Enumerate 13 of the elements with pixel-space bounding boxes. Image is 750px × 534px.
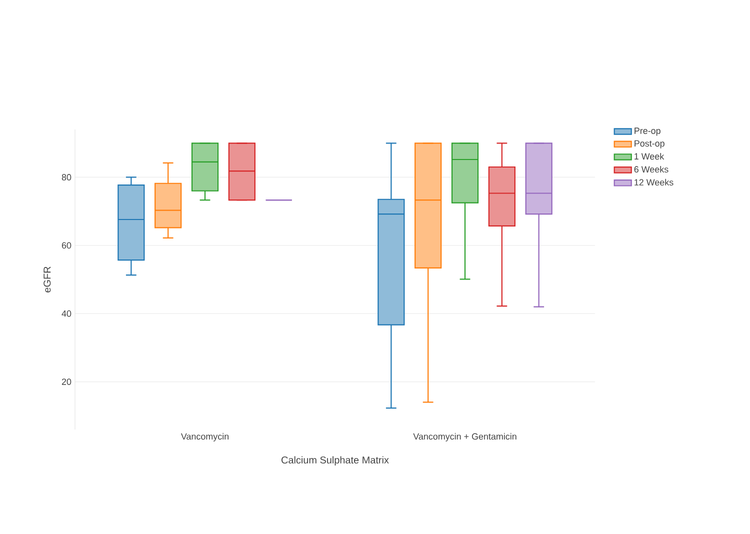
legend-label: Pre-op bbox=[634, 128, 660, 136]
y-axis-title: eGFR bbox=[44, 266, 51, 292]
y-tick-label: 80 bbox=[62, 174, 72, 180]
y-tick-label: 40 bbox=[62, 310, 72, 317]
legend-label: Post-op bbox=[634, 140, 664, 148]
legend-label: 12 Weeks bbox=[634, 178, 674, 186]
legend-label: 6 Weeks bbox=[634, 166, 668, 173]
y-tick-label: 60 bbox=[62, 242, 72, 249]
legend-label: 1 Week bbox=[634, 152, 664, 160]
x-axis-title: Calcium Sulphate Matrix bbox=[282, 456, 389, 466]
y-tick-label: 20 bbox=[62, 378, 72, 385]
x-tick-label: Vancomycin bbox=[180, 433, 229, 442]
x-tick-label: Vancomycin + Gentamicin bbox=[413, 433, 516, 442]
